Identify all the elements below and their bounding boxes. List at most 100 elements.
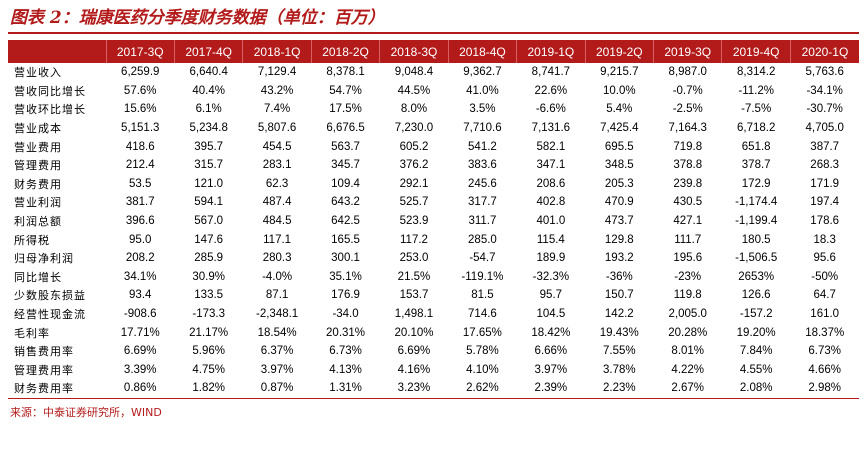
table-cell: 126.6	[741, 289, 771, 302]
table-cell: 165.5	[331, 233, 360, 246]
table-row: 营收环比增长 15.6% 6.1% 7.4% 17.5% 8.0% 3.5% -6.6% 5.4…	[8, 100, 859, 119]
table-cell: 2.62%	[448, 379, 517, 399]
table-cell: 18.54%	[257, 326, 297, 339]
row-label: 营业成本	[14, 122, 62, 136]
table-cell: 178.6	[810, 215, 840, 228]
row-label: 销售费用率	[14, 345, 74, 359]
financial-table: 2017-3Q 2017-4Q 2018-1Q 2018-2Q 2018-3Q …	[8, 40, 859, 399]
header-corner	[8, 40, 107, 63]
table-cell: -173.3	[192, 308, 225, 321]
table-cell: 22.6%	[534, 84, 568, 97]
table-row: 所得税 95.0 147.6 117.1 165.5 117.2 285.0 115.4 129…	[8, 230, 859, 249]
table-cell: 7,129.4	[257, 66, 297, 79]
source-note: 来源：中泰证券研究所，WIND	[10, 405, 162, 419]
table-cell: 5.4%	[606, 103, 633, 116]
table-cell: 62.3	[265, 177, 289, 190]
table-cell: 129.8	[604, 233, 634, 246]
table-cell: -34.0	[332, 308, 359, 321]
table-cell: -1,199.4	[735, 215, 778, 228]
table-cell: -30.7%	[806, 103, 843, 116]
table-cell: 395.7	[194, 140, 224, 153]
table-cell: 44.5%	[397, 84, 431, 97]
table-cell: 0.86%	[106, 379, 175, 399]
table-cell: 17.71%	[120, 326, 160, 339]
table-cell: 6.73%	[808, 345, 841, 358]
table-cell: 34.1%	[123, 270, 157, 283]
table-cell: 487.4	[262, 196, 292, 209]
table-cell: 383.6	[468, 159, 497, 172]
table-cell: 4.66%	[808, 363, 841, 376]
table-cell: 95.6	[813, 252, 836, 265]
table-cell: 161.0	[810, 308, 840, 321]
row-label: 毛利率	[14, 326, 50, 340]
table-cell: 280.3	[262, 252, 292, 265]
row-label: 营收环比增长	[14, 103, 86, 117]
table-cell: 3.39%	[123, 363, 157, 376]
table-cell: 300.1	[331, 252, 360, 265]
table-cell: 2653%	[738, 270, 775, 283]
table-cell: 401.0	[536, 215, 566, 228]
table-cell: -54.7	[469, 252, 496, 265]
table-row: 营业成本 5,151.3 5,234.8 5,807.6 6,676.5 7,230.0 7…	[8, 119, 859, 138]
table-cell: 87.1	[265, 289, 289, 302]
table-cell: 8,987.0	[668, 66, 707, 79]
table-cell: 20.10%	[394, 326, 434, 339]
table-cell: 6,640.4	[189, 66, 228, 79]
table-cell: 418.6	[125, 140, 155, 153]
table-cell: 43.2%	[260, 84, 294, 97]
table-cell: 594.1	[194, 196, 224, 209]
table-cell: 427.1	[673, 215, 703, 228]
table-cell: 541.2	[468, 140, 497, 153]
table-row: 财务费用率 0.86% 1.82% 0.87% 1.31% 3.23% 2.62% 2.39%…	[8, 379, 859, 399]
table-cell: 285.9	[194, 252, 224, 265]
table-cell: 7,230.0	[394, 122, 434, 135]
table-cell: 292.1	[399, 177, 429, 190]
table-cell: 171.9	[810, 177, 840, 190]
table-cell: 2,005.0	[668, 308, 707, 321]
table-row: 销售费用率 6.69% 5.96% 6.37% 6.73% 6.69% 5.78% 6.66%…	[8, 342, 859, 361]
table-cell: 1,498.1	[394, 308, 434, 321]
row-label: 财务费用	[14, 177, 62, 191]
table-cell: 643.2	[331, 196, 360, 209]
table-cell: 6,259.9	[121, 66, 160, 79]
table-cell: 17.65%	[462, 326, 502, 339]
table-cell: 10.0%	[602, 84, 636, 97]
table-cell: 3.23%	[379, 379, 449, 399]
table-cell: 245.6	[468, 177, 497, 190]
table-cell: 6,676.5	[326, 122, 365, 135]
table-cell: 430.5	[673, 196, 703, 209]
table-cell: 93.4	[129, 289, 152, 302]
row-label: 经营性现金流	[14, 308, 86, 322]
table-cell: 18.42%	[531, 326, 571, 339]
table-cell: 8.0%	[400, 103, 428, 116]
table-row: 归母净利润 208.2 285.9 280.3 300.1 253.0 -54.7 189.9…	[8, 249, 859, 268]
row-label: 少数股东损益	[14, 289, 86, 303]
table-cell: 4.10%	[466, 363, 499, 376]
table-row: 毛利率 17.71% 21.17% 18.54% 20.31% 20.10% 17.65% 1…	[8, 323, 859, 342]
table-cell: -1,506.5	[735, 252, 778, 265]
table-cell: 9,048.4	[394, 66, 434, 79]
table-cell: 17.5%	[329, 103, 362, 116]
table-cell: 197.4	[810, 196, 840, 209]
table-cell: -34.1%	[806, 84, 843, 97]
table-cell: 7,164.3	[668, 122, 707, 135]
table-cell: -23%	[674, 270, 702, 283]
table-row: 营业费用 418.6 395.7 454.5 563.7 605.2 541.2 582.1 6…	[8, 137, 859, 156]
table-cell: 15.6%	[123, 103, 157, 116]
row-label: 利润总额	[14, 215, 62, 229]
table-cell: 133.5	[194, 289, 224, 302]
table-row: 同比增长 34.1% 30.9% -4.0% 35.1% 21.5% -119.1% -32.…	[8, 268, 859, 287]
table-cell: 117.1	[263, 233, 292, 246]
table-cell: 117.2	[400, 233, 428, 246]
table-cell: 4.22%	[671, 363, 705, 376]
table-cell: 18.37%	[805, 326, 845, 339]
table-cell: 563.7	[331, 140, 360, 153]
table-cell: 6,718.2	[736, 122, 776, 135]
row-label: 营业收入	[14, 66, 62, 80]
table-cell: -7.5%	[741, 103, 772, 116]
table-cell: 208.2	[125, 252, 155, 265]
table-cell: 189.9	[536, 252, 566, 265]
table-cell: 54.7%	[329, 84, 362, 97]
table-cell: 719.8	[673, 140, 703, 153]
table-cell: 8,741.7	[531, 66, 571, 79]
